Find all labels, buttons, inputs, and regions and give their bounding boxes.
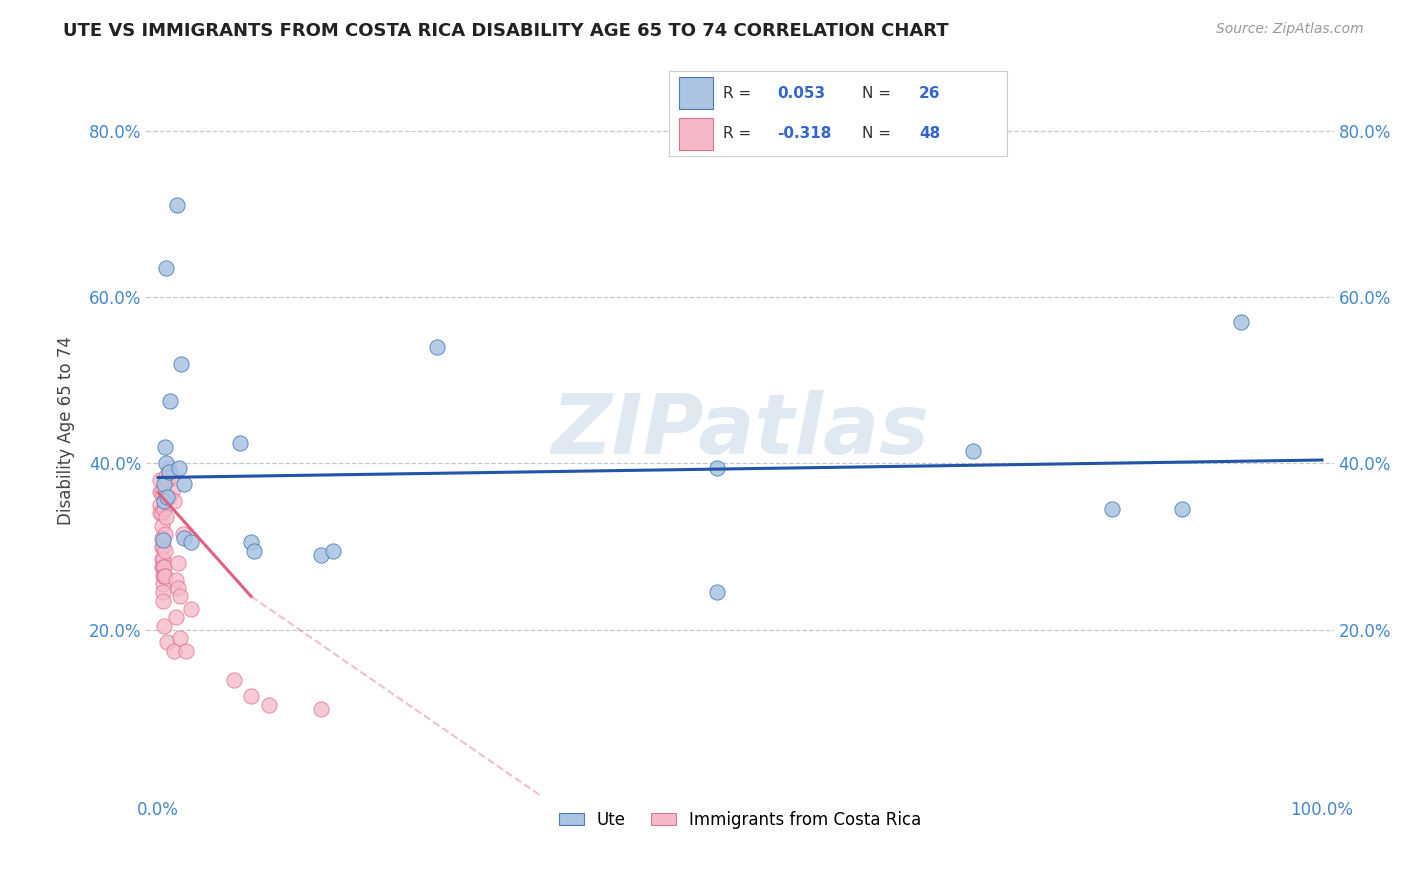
Point [152, 593, 174, 607]
Point [322, 543, 344, 558]
Point [167, 460, 190, 475]
Point [152, 577, 174, 591]
Point [155, 456, 177, 470]
Point [165, 573, 187, 587]
Text: ZIPatlas: ZIPatlas [551, 390, 929, 471]
Point [149, 485, 172, 500]
Point [173, 531, 195, 545]
Point [309, 702, 332, 716]
Point [169, 590, 191, 604]
Point [163, 643, 186, 657]
Point [962, 443, 984, 458]
Point [257, 698, 280, 712]
Point [149, 506, 172, 520]
Point [156, 490, 179, 504]
Point [152, 585, 174, 599]
Point [240, 535, 263, 549]
Point [159, 394, 181, 409]
Point [163, 493, 186, 508]
Point [170, 357, 193, 371]
Point [426, 340, 449, 354]
Point [1101, 502, 1123, 516]
Point [155, 510, 177, 524]
Point [153, 477, 176, 491]
Point [309, 548, 332, 562]
Point [153, 618, 176, 632]
Point [706, 460, 728, 475]
Point [152, 552, 174, 566]
Point [166, 198, 188, 212]
Point [150, 506, 173, 520]
Point [155, 468, 177, 483]
Point [150, 560, 173, 574]
Point [160, 468, 183, 483]
Point [156, 635, 179, 649]
Point [152, 560, 174, 574]
Point [173, 477, 195, 491]
Point [157, 460, 180, 475]
Point [169, 631, 191, 645]
Point [152, 540, 174, 554]
Point [166, 581, 188, 595]
Point [153, 568, 176, 582]
Point [174, 643, 197, 657]
Point [153, 502, 176, 516]
Point [150, 531, 173, 545]
Point [149, 473, 172, 487]
Point [157, 490, 180, 504]
Point [149, 498, 172, 512]
Point [150, 540, 173, 554]
Point [155, 260, 177, 275]
Point [242, 543, 264, 558]
Point [153, 527, 176, 541]
Point [156, 473, 179, 487]
Point [180, 602, 202, 616]
Point [166, 556, 188, 570]
Point [153, 493, 176, 508]
Point [153, 543, 176, 558]
Point [152, 533, 174, 547]
Point [240, 690, 263, 704]
Point [172, 527, 194, 541]
Point [152, 568, 174, 582]
Text: Source: ZipAtlas.com: Source: ZipAtlas.com [1216, 22, 1364, 37]
Point [1171, 502, 1194, 516]
Point [180, 535, 202, 549]
Point [228, 435, 250, 450]
Y-axis label: Disability Age 65 to 74: Disability Age 65 to 74 [58, 335, 75, 524]
Point [165, 610, 187, 624]
Point [150, 485, 173, 500]
Point [160, 485, 183, 500]
Point [150, 552, 173, 566]
Point [153, 560, 176, 574]
Point [222, 673, 245, 687]
Text: UTE VS IMMIGRANTS FROM COSTA RICA DISABILITY AGE 65 TO 74 CORRELATION CHART: UTE VS IMMIGRANTS FROM COSTA RICA DISABI… [63, 22, 949, 40]
Point [153, 440, 176, 454]
Legend: Ute, Immigrants from Costa Rica: Ute, Immigrants from Costa Rica [553, 804, 928, 835]
Point [1229, 315, 1251, 329]
Point [157, 465, 180, 479]
Point [153, 568, 176, 582]
Point [150, 518, 173, 533]
Point [706, 585, 728, 599]
